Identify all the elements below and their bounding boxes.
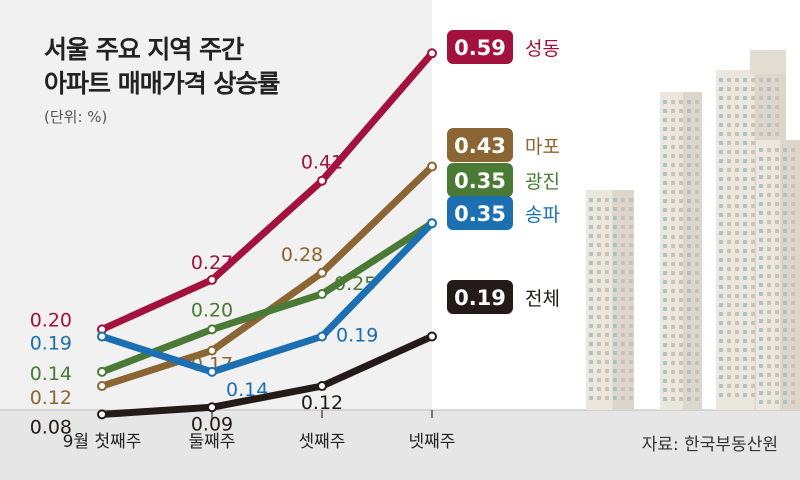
data-label: 0.27	[191, 252, 233, 274]
end-value-label: 0.35	[454, 202, 506, 226]
data-point	[427, 48, 437, 59]
data-point	[317, 289, 327, 299]
data-point	[427, 161, 437, 172]
data-point	[97, 409, 107, 420]
data-label: 0.28	[281, 244, 323, 266]
data-point	[207, 274, 217, 285]
data-point	[207, 345, 217, 356]
end-value-label: 0.43	[454, 134, 506, 158]
data-label: 0.20	[30, 309, 72, 331]
series-name-label: 마포	[525, 136, 560, 158]
data-point	[317, 331, 327, 342]
data-label: 0.14	[30, 363, 72, 385]
end-value-label: 0.35	[454, 169, 506, 193]
source-label: 자료: 한국부동산원	[641, 435, 778, 455]
end-value-box	[447, 30, 513, 64]
end-value-box	[447, 280, 513, 314]
data-label: 0.09	[191, 413, 233, 435]
series-name-label: 성동	[525, 38, 560, 60]
chart-title-line2: 아파트 매매가격 상승률	[44, 69, 280, 98]
x-tick-label: 둘째주	[189, 432, 236, 452]
data-label: 0.08	[30, 416, 72, 438]
end-value-box	[447, 163, 513, 197]
unit-label: (단위: %)	[44, 108, 108, 126]
data-point	[317, 267, 327, 278]
x-tick-label: 넷째주	[409, 432, 456, 452]
chart-title-line1: 서울 주요 지역 주간	[44, 35, 244, 64]
data-point	[97, 331, 107, 342]
end-value-label: 0.59	[454, 36, 506, 60]
data-label: 0.12	[301, 392, 343, 414]
footer-band	[0, 410, 800, 480]
data-point	[207, 324, 217, 335]
data-point	[427, 218, 437, 229]
data-point	[207, 366, 217, 377]
data-label: 0.20	[191, 299, 233, 321]
data-point	[97, 381, 107, 392]
x-tick-label: 9월 첫째주	[63, 432, 142, 452]
end-value-box	[447, 196, 513, 230]
data-label: 0.19	[336, 324, 378, 346]
data-label: 0.41	[301, 152, 343, 174]
data-point	[317, 175, 327, 186]
data-point	[207, 402, 217, 413]
apartment-buildings-illustration	[586, 50, 800, 410]
data-label: 0.19	[30, 332, 72, 354]
data-point	[97, 366, 107, 377]
plot-background	[0, 0, 432, 410]
end-value-label: 0.19	[454, 286, 506, 310]
data-label: 0.12	[30, 387, 72, 409]
end-value-box	[447, 128, 513, 162]
x-tick-label: 셋째주	[299, 432, 346, 452]
series-line-songpa	[98, 219, 436, 376]
data-point	[427, 331, 437, 342]
series-line-total	[98, 332, 436, 418]
series-name-label: 송파	[525, 204, 560, 226]
series-name-label: 광진	[525, 171, 560, 193]
series-name-label: 전체	[525, 288, 560, 310]
data-point	[317, 381, 327, 392]
series-line-seongdong	[98, 49, 436, 333]
